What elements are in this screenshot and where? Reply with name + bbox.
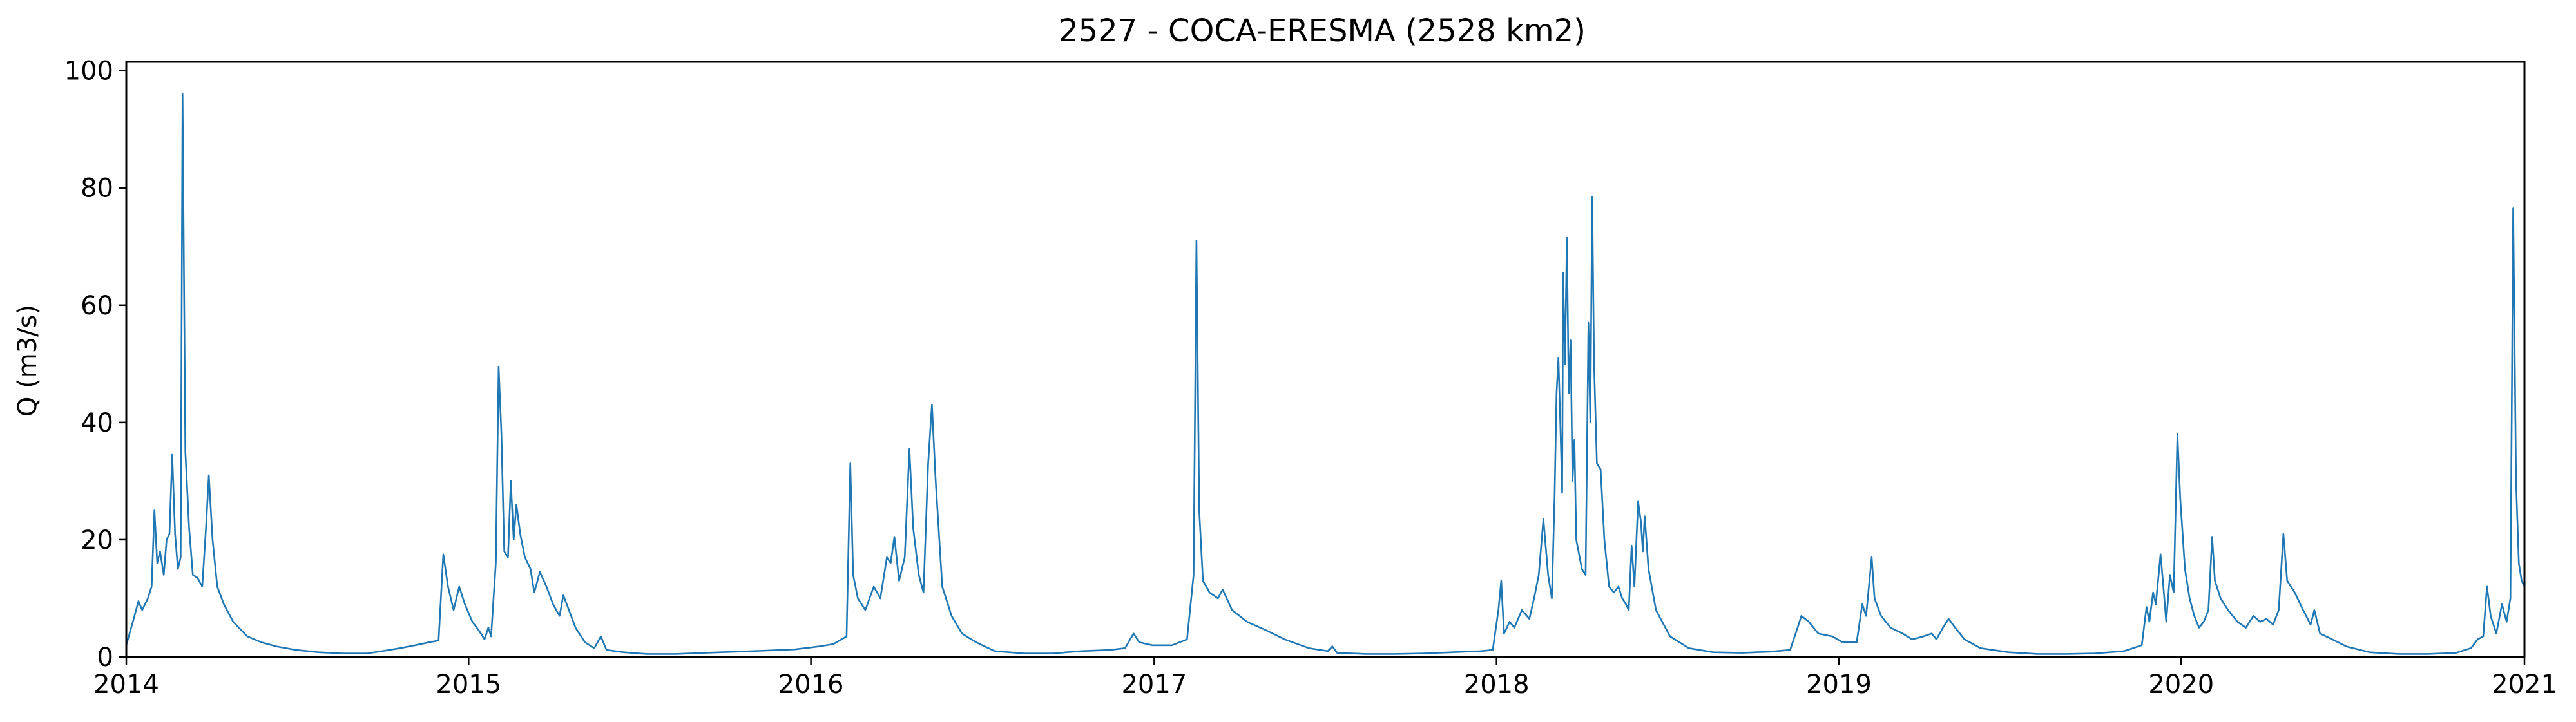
y-tick-label: 100 [64, 57, 113, 86]
plot-frame [125, 61, 2526, 658]
y-tick-label: 40 [81, 408, 113, 438]
y-tick-label: 80 [81, 174, 113, 204]
y-axis-ticks: 0 20 40 60 80 100 [64, 57, 126, 672]
x-tick-label: 2020 [2148, 670, 2214, 699]
x-axis-ticks: 2014 2015 2016 2017 2018 2019 2020 2021 [93, 657, 2557, 699]
series-line [125, 93, 2526, 655]
y-tick-label: 0 [97, 643, 113, 672]
x-tick-label: 2016 [778, 670, 844, 699]
y-tick-label: 60 [81, 291, 113, 321]
y-axis-label: Q (m3/s) [13, 305, 43, 417]
x-tick-label: 2015 [436, 670, 501, 699]
chart-title: 2527 - COCA-ERESMA (2528 km2) [1059, 13, 1586, 49]
x-tick-label: 2018 [1464, 670, 1530, 699]
y-tick-label: 20 [81, 526, 113, 555]
x-tick-label: 2021 [2492, 670, 2557, 699]
x-tick-label: 2014 [93, 670, 159, 699]
x-tick-label: 2019 [1806, 670, 1872, 699]
x-tick-label: 2017 [1121, 670, 1187, 699]
